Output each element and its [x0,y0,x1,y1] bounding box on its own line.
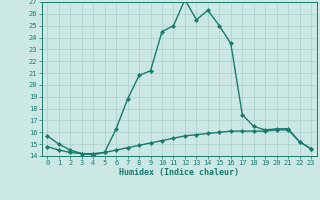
X-axis label: Humidex (Indice chaleur): Humidex (Indice chaleur) [119,168,239,177]
